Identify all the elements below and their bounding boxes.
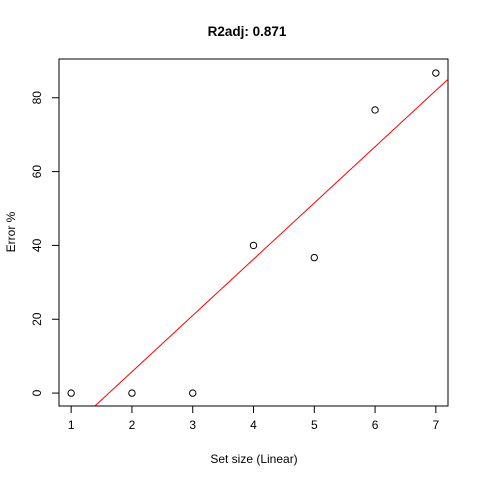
y-tick-label: 0 xyxy=(30,389,44,396)
x-tick-label: 6 xyxy=(372,418,379,432)
regression-line xyxy=(94,78,449,407)
data-point xyxy=(189,389,197,397)
x-tick-label: 3 xyxy=(189,418,196,432)
fit-line-layer xyxy=(94,78,449,407)
y-tick-label: 20 xyxy=(30,312,44,326)
y-tick-label: 80 xyxy=(30,91,44,105)
x-tick-label: 7 xyxy=(433,418,440,432)
y-axis-label: Error % xyxy=(4,211,18,252)
x-tick-label: 5 xyxy=(311,418,318,432)
plot-area-border xyxy=(58,58,449,407)
x-axis-label: Set size (Linear) xyxy=(210,452,297,466)
x-tick-label: 2 xyxy=(129,418,136,432)
y-axis: 0 20 40 60 80 xyxy=(30,91,60,396)
data-point xyxy=(67,389,75,397)
x-tick-label: 1 xyxy=(68,418,75,432)
data-point xyxy=(371,106,379,114)
data-point xyxy=(310,253,318,262)
x-axis: 1 2 3 4 5 6 7 xyxy=(68,405,440,432)
x-tick-label: 4 xyxy=(250,418,257,432)
y-tick-label: 60 xyxy=(30,165,44,179)
data-point xyxy=(128,389,136,397)
chart-title: R2adj: 0.871 xyxy=(208,24,287,39)
data-point xyxy=(432,69,440,77)
y-tick-label: 40 xyxy=(30,238,44,252)
data-point xyxy=(249,241,258,250)
data-points-layer xyxy=(67,69,440,397)
